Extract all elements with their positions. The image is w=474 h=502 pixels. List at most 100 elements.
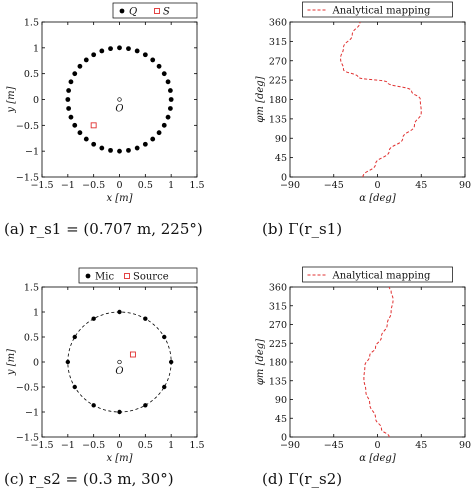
mic-point <box>167 88 173 93</box>
caption-a: (a) r_s1 = (0.707 m, 225°) <box>4 220 203 238</box>
mic-point <box>150 57 156 63</box>
x-tick-label: −45 <box>324 440 344 451</box>
legend-mic-marker <box>119 8 125 14</box>
legend-box <box>78 267 198 284</box>
mic-point <box>142 141 148 147</box>
mic-point <box>126 46 131 52</box>
y-axis-label: φm [deg] <box>255 339 266 385</box>
x-tick-label: 1.5 <box>189 440 204 451</box>
mic-point <box>68 79 74 85</box>
x-tick-label: 0 <box>374 440 380 451</box>
y-tick-label: 360 <box>269 18 287 29</box>
mic-point <box>162 384 167 390</box>
mic-point <box>126 147 131 153</box>
y-tick-label: 135 <box>269 376 287 387</box>
legend-label-mapping: Analytical mapping <box>332 6 432 17</box>
mic-point <box>77 63 83 69</box>
series-line-analytical-mapping <box>340 21 422 178</box>
y-axis-label: φm [deg] <box>255 76 266 122</box>
mic-point <box>91 316 96 321</box>
y-tick-label: 180 <box>269 95 287 106</box>
x-tick-label: −90 <box>280 440 300 451</box>
mic-point <box>77 130 83 136</box>
mic-point <box>72 384 77 390</box>
origin-marker <box>117 97 122 102</box>
mic-point <box>143 403 148 408</box>
mic-point <box>72 122 78 128</box>
legend-box <box>302 1 453 18</box>
x-axis-label: x [m] <box>106 193 132 204</box>
y-tick-label: 225 <box>269 76 287 87</box>
x-tick-label: 90 <box>459 440 471 451</box>
y-tick-label: 180 <box>269 358 287 369</box>
caption-b: (b) Γ(r_s1) <box>262 220 343 238</box>
legend-label-mics: Mic <box>95 272 114 283</box>
legend-source-marker <box>154 8 160 14</box>
y-tick-label: 90 <box>275 134 287 145</box>
mic-point <box>91 403 96 408</box>
origin-marker <box>117 359 122 365</box>
legend-mic-marker <box>85 273 91 279</box>
mic-point <box>168 359 174 365</box>
source-marker <box>90 122 97 129</box>
plot-frame-c <box>41 286 198 438</box>
mic-point <box>91 52 97 58</box>
legend-label-source: Source <box>133 272 169 283</box>
y-tick-label: 1 <box>33 308 39 319</box>
y-tick-label: 0.5 <box>24 69 39 80</box>
mic-point <box>143 316 148 321</box>
caption-c: (c) r_s2 = (0.3 m, 30°) <box>4 470 174 488</box>
mic-point <box>161 122 167 128</box>
legend-label-mics: Q <box>129 7 137 18</box>
mic-point <box>161 71 167 77</box>
x-axis-label: x [m] <box>106 453 132 464</box>
mic-point <box>83 136 89 142</box>
y-tick-label: 45 <box>275 153 287 164</box>
x-tick-label: −90 <box>280 180 300 191</box>
mic-point <box>66 88 72 93</box>
y-tick-label: 360 <box>269 283 287 294</box>
y-tick-label: −1.5 <box>16 173 39 184</box>
x-tick-label: 0 <box>116 180 122 191</box>
x-axis-label: α [deg] <box>359 453 396 464</box>
y-tick-label: 270 <box>269 56 287 67</box>
mic-point <box>142 52 148 58</box>
mic-point <box>108 46 113 52</box>
caption-d: (d) Γ(r_s2) <box>262 470 343 488</box>
mic-point <box>117 148 122 154</box>
y-tick-label: 270 <box>269 320 287 331</box>
x-tick-label: −1.5 <box>30 180 53 191</box>
y-tick-label: 225 <box>269 339 287 350</box>
x-tick-label: 1 <box>168 180 174 191</box>
y-tick-label: 0.5 <box>24 333 39 344</box>
origin-label: O <box>115 366 123 377</box>
legend-label-mapping: Analytical mapping <box>332 271 432 282</box>
x-tick-label: 0.5 <box>138 440 153 451</box>
mic-point <box>65 97 71 102</box>
y-tick-label: −0.5 <box>16 383 39 394</box>
mic-point <box>117 409 122 415</box>
x-tick-label: 1.5 <box>189 180 204 191</box>
x-tick-label: 0 <box>116 440 122 451</box>
x-tick-label: 45 <box>415 180 427 191</box>
mic-point <box>99 48 105 54</box>
y-tick-label: −1.5 <box>16 433 39 444</box>
y-tick-label: −1 <box>25 147 39 158</box>
mic-point <box>83 57 89 63</box>
y-tick-label: −1 <box>25 408 39 419</box>
mic-point <box>117 309 122 315</box>
x-tick-label: −1 <box>61 180 75 191</box>
mic-point <box>134 145 140 151</box>
y-tick-label: 0 <box>33 358 39 369</box>
plot-frame-b <box>289 21 466 178</box>
x-tick-label: −1.5 <box>30 440 53 451</box>
legend-label-source: S <box>163 7 170 18</box>
x-tick-label: 1 <box>168 440 174 451</box>
x-tick-label: −1 <box>61 440 75 451</box>
mic-point <box>162 334 167 340</box>
x-tick-label: −0.5 <box>82 180 105 191</box>
y-tick-label: −0.5 <box>16 121 39 132</box>
mic-point <box>134 48 140 54</box>
